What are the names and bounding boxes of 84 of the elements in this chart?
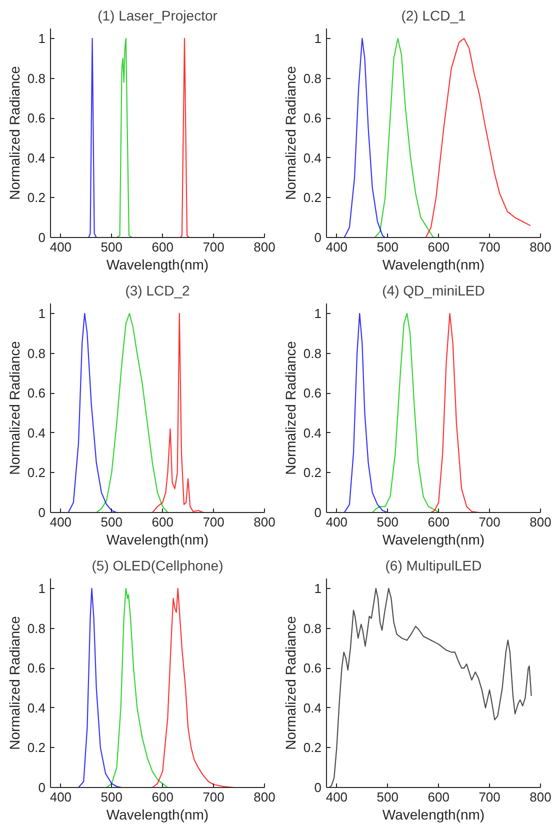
x-axis-title: Wavelength(nm) [382,532,485,548]
x-tick-label: 400 [326,790,348,804]
y-tick-label: 0.2 [27,740,46,756]
y-tick-label: 0.4 [303,425,322,440]
x-tick-label: 600 [428,790,450,804]
chart-title: (5) OLED(Cellphone) [92,558,224,574]
x-tick-label: 400 [50,240,72,254]
x-tick-label: 400 [326,514,348,530]
x-tick-label: 700 [202,790,224,804]
y-tick-label: 0 [314,505,322,520]
x-tick-label: 400 [50,790,72,804]
y-tick-label: 1 [314,306,322,321]
chart-title: (2) LCD_1 [401,8,466,24]
y-tick-label: 0.6 [303,386,322,401]
y-tick-label: 1 [38,580,46,596]
chart-title: (1) Laser_Projector [98,8,218,24]
x-tick-label: 400 [50,514,72,530]
x-tick-label: 700 [478,790,500,804]
x-tick-label: 600 [428,514,450,530]
x-tick-label: 700 [478,240,500,254]
x-tick-label: 800 [254,790,276,804]
y-tick-label: 0.4 [303,700,322,716]
x-tick-label: 500 [100,790,122,804]
chart-title: (3) LCD_2 [125,282,190,298]
y-axis-title: Normalized Radiance [6,66,22,200]
y-tick-label: 0.2 [27,465,46,480]
y-tick-label: 0.8 [303,70,322,86]
y-tick-label: 1 [314,30,322,46]
x-tick-label: 700 [478,514,500,530]
x-tick-label: 500 [100,240,122,254]
y-tick-label: 0.2 [303,740,322,756]
x-axis-title: Wavelength(nm) [106,532,209,548]
y-tick-label: 0.6 [303,660,322,676]
x-tick-label: 700 [202,514,224,530]
chart-title: (6) MultipulLED [385,558,482,574]
y-axis-title: Normalized Radiance [282,616,298,750]
x-tick-label: 600 [152,240,174,254]
x-tick-label: 800 [530,240,552,254]
x-tick-label: 500 [100,514,122,530]
y-tick-label: 0.8 [27,70,46,86]
x-axis-title: Wavelength(nm) [382,806,485,822]
y-axis-title: Normalized Radiance [6,616,22,750]
x-tick-label: 800 [254,240,276,254]
x-tick-label: 500 [376,240,398,254]
y-axis-title: Normalized Radiance [6,340,22,475]
x-tick-label: 600 [152,514,174,530]
y-tick-label: 0.8 [303,346,322,361]
y-tick-label: 1 [314,580,322,596]
x-tick-label: 600 [428,240,450,254]
y-tick-label: 0.4 [27,150,46,166]
y-tick-label: 0.4 [27,425,46,440]
x-tick-label: 700 [202,240,224,254]
x-tick-label: 800 [530,514,552,530]
y-tick-label: 0.8 [27,620,46,636]
y-tick-label: 0 [314,230,322,245]
y-tick-label: 0.4 [27,700,46,716]
y-tick-label: 0 [38,505,46,520]
x-axis-title: Wavelength(nm) [382,256,485,272]
x-tick-label: 800 [254,514,276,530]
x-axis-title: Wavelength(nm) [106,256,209,272]
y-tick-label: 1 [38,30,46,46]
y-tick-label: 0.6 [303,110,322,126]
x-tick-label: 600 [152,790,174,804]
y-tick-label: 0.6 [27,110,46,126]
x-tick-label: 500 [376,514,398,530]
chart-title: (4) QD_miniLED [382,282,485,298]
y-tick-label: 0.8 [27,346,46,361]
x-tick-label: 800 [530,790,552,804]
y-tick-label: 0 [314,780,322,795]
x-tick-label: 400 [326,240,348,254]
y-axis-title: Normalized Radiance [282,66,298,200]
x-tick-label: 500 [376,790,398,804]
y-tick-label: 0.6 [27,660,46,676]
x-axis-title: Wavelength(nm) [106,806,209,822]
y-tick-label: 1 [38,306,46,321]
y-tick-label: 0.4 [303,150,322,166]
y-tick-label: 0 [38,780,46,795]
y-tick-label: 0 [38,230,46,245]
y-axis-title: Normalized Radiance [282,340,298,475]
y-tick-label: 0.8 [303,620,322,636]
y-tick-label: 0.2 [303,190,322,206]
y-tick-label: 0.6 [27,386,46,401]
y-tick-label: 0.2 [27,190,46,206]
y-tick-label: 0.2 [303,465,322,480]
